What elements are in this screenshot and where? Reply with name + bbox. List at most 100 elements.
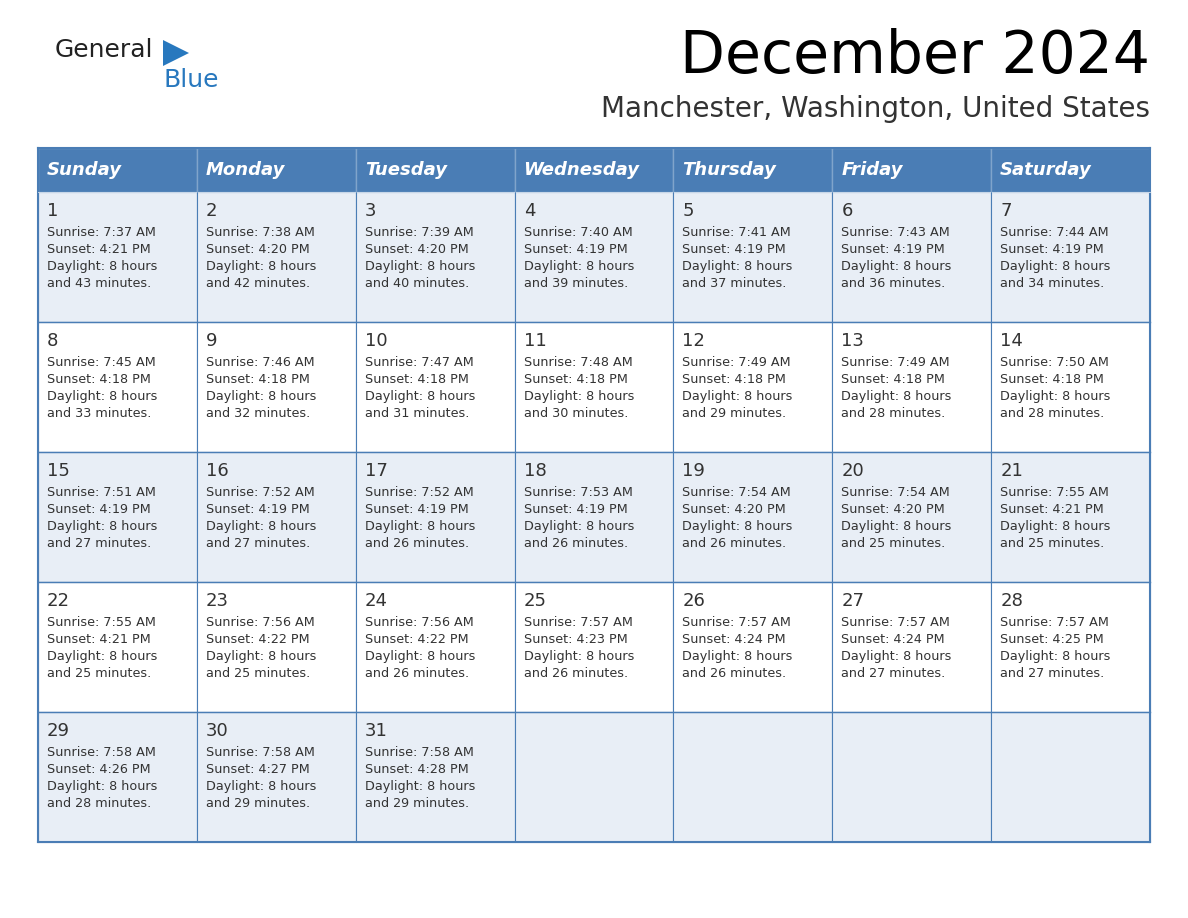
Text: Sunset: 4:18 PM: Sunset: 4:18 PM — [1000, 373, 1104, 386]
Text: Sunset: 4:22 PM: Sunset: 4:22 PM — [365, 633, 468, 646]
Bar — [355, 322, 514, 452]
Text: 26: 26 — [682, 592, 706, 610]
Bar — [991, 322, 1150, 452]
Bar — [355, 192, 514, 322]
Text: and 25 minutes.: and 25 minutes. — [1000, 537, 1105, 550]
Text: Daylight: 8 hours: Daylight: 8 hours — [682, 650, 792, 663]
Text: Sunset: 4:20 PM: Sunset: 4:20 PM — [841, 503, 944, 516]
Text: Sunrise: 7:55 AM: Sunrise: 7:55 AM — [1000, 486, 1110, 499]
Text: Sunset: 4:18 PM: Sunset: 4:18 PM — [524, 373, 627, 386]
Text: 17: 17 — [365, 462, 387, 480]
Polygon shape — [163, 40, 189, 66]
Bar — [38, 148, 197, 192]
Text: Friday: Friday — [841, 161, 903, 179]
Bar — [197, 322, 355, 452]
Text: Daylight: 8 hours: Daylight: 8 hours — [48, 650, 157, 663]
Text: and 26 minutes.: and 26 minutes. — [682, 537, 786, 550]
Text: 11: 11 — [524, 332, 546, 350]
Bar — [674, 148, 833, 192]
Bar — [991, 712, 1150, 842]
Text: 30: 30 — [206, 722, 228, 740]
Text: 5: 5 — [682, 202, 694, 220]
Bar — [514, 322, 674, 452]
Text: Daylight: 8 hours: Daylight: 8 hours — [206, 390, 316, 403]
Text: 21: 21 — [1000, 462, 1023, 480]
Bar — [833, 452, 991, 582]
Text: Sunrise: 7:37 AM: Sunrise: 7:37 AM — [48, 226, 156, 239]
Text: Sunrise: 7:54 AM: Sunrise: 7:54 AM — [841, 486, 950, 499]
Text: Sunrise: 7:39 AM: Sunrise: 7:39 AM — [365, 226, 474, 239]
Text: Saturday: Saturday — [1000, 161, 1092, 179]
Text: Sunrise: 7:47 AM: Sunrise: 7:47 AM — [365, 356, 474, 369]
Text: Sunrise: 7:57 AM: Sunrise: 7:57 AM — [682, 616, 791, 629]
Text: and 33 minutes.: and 33 minutes. — [48, 407, 151, 420]
Text: Sunset: 4:18 PM: Sunset: 4:18 PM — [841, 373, 946, 386]
Bar — [197, 582, 355, 712]
Text: Daylight: 8 hours: Daylight: 8 hours — [48, 390, 157, 403]
Text: Monday: Monday — [206, 161, 285, 179]
Text: Sunset: 4:20 PM: Sunset: 4:20 PM — [365, 243, 468, 256]
Text: Sunset: 4:18 PM: Sunset: 4:18 PM — [206, 373, 310, 386]
Text: and 36 minutes.: and 36 minutes. — [841, 277, 946, 290]
Text: Sunset: 4:19 PM: Sunset: 4:19 PM — [365, 503, 468, 516]
Text: Sunset: 4:18 PM: Sunset: 4:18 PM — [48, 373, 151, 386]
Text: Daylight: 8 hours: Daylight: 8 hours — [365, 780, 475, 793]
Text: Daylight: 8 hours: Daylight: 8 hours — [365, 390, 475, 403]
Text: and 27 minutes.: and 27 minutes. — [1000, 667, 1105, 680]
Bar — [197, 192, 355, 322]
Bar — [991, 192, 1150, 322]
Bar — [991, 582, 1150, 712]
Text: Sunset: 4:19 PM: Sunset: 4:19 PM — [841, 243, 944, 256]
Bar — [833, 192, 991, 322]
Bar — [197, 452, 355, 582]
Bar — [833, 582, 991, 712]
Text: Daylight: 8 hours: Daylight: 8 hours — [48, 780, 157, 793]
Text: 31: 31 — [365, 722, 387, 740]
Text: Daylight: 8 hours: Daylight: 8 hours — [48, 260, 157, 273]
Text: Sunset: 4:26 PM: Sunset: 4:26 PM — [48, 763, 151, 776]
Bar — [197, 148, 355, 192]
Text: Daylight: 8 hours: Daylight: 8 hours — [841, 650, 952, 663]
Text: Sunrise: 7:46 AM: Sunrise: 7:46 AM — [206, 356, 315, 369]
Text: 1: 1 — [48, 202, 58, 220]
Text: 10: 10 — [365, 332, 387, 350]
Text: Sunrise: 7:41 AM: Sunrise: 7:41 AM — [682, 226, 791, 239]
Text: Sunrise: 7:57 AM: Sunrise: 7:57 AM — [841, 616, 950, 629]
Text: Manchester, Washington, United States: Manchester, Washington, United States — [601, 95, 1150, 123]
Text: December 2024: December 2024 — [680, 28, 1150, 85]
Text: Sunrise: 7:38 AM: Sunrise: 7:38 AM — [206, 226, 315, 239]
Text: Sunrise: 7:49 AM: Sunrise: 7:49 AM — [682, 356, 791, 369]
Text: Sunset: 4:19 PM: Sunset: 4:19 PM — [48, 503, 151, 516]
Text: 28: 28 — [1000, 592, 1023, 610]
Text: and 26 minutes.: and 26 minutes. — [524, 667, 627, 680]
Text: General: General — [55, 38, 153, 62]
Text: and 29 minutes.: and 29 minutes. — [365, 797, 469, 810]
Bar — [514, 582, 674, 712]
Bar — [833, 322, 991, 452]
Text: Daylight: 8 hours: Daylight: 8 hours — [365, 520, 475, 533]
Bar — [38, 582, 197, 712]
Text: and 34 minutes.: and 34 minutes. — [1000, 277, 1105, 290]
Text: 15: 15 — [48, 462, 70, 480]
Text: Daylight: 8 hours: Daylight: 8 hours — [524, 650, 634, 663]
Text: and 26 minutes.: and 26 minutes. — [682, 667, 786, 680]
Text: Daylight: 8 hours: Daylight: 8 hours — [841, 520, 952, 533]
Bar — [514, 712, 674, 842]
Text: 4: 4 — [524, 202, 535, 220]
Text: Daylight: 8 hours: Daylight: 8 hours — [682, 260, 792, 273]
Bar — [674, 322, 833, 452]
Text: and 25 minutes.: and 25 minutes. — [841, 537, 946, 550]
Text: 14: 14 — [1000, 332, 1023, 350]
Text: Sunrise: 7:51 AM: Sunrise: 7:51 AM — [48, 486, 156, 499]
Text: Tuesday: Tuesday — [365, 161, 447, 179]
Text: 8: 8 — [48, 332, 58, 350]
Text: Daylight: 8 hours: Daylight: 8 hours — [48, 520, 157, 533]
Text: Sunset: 4:19 PM: Sunset: 4:19 PM — [524, 503, 627, 516]
Text: Sunset: 4:21 PM: Sunset: 4:21 PM — [48, 243, 151, 256]
Text: Sunrise: 7:48 AM: Sunrise: 7:48 AM — [524, 356, 632, 369]
Text: Daylight: 8 hours: Daylight: 8 hours — [524, 520, 634, 533]
Text: and 25 minutes.: and 25 minutes. — [48, 667, 151, 680]
Text: 2: 2 — [206, 202, 217, 220]
Bar — [355, 582, 514, 712]
Text: Sunset: 4:22 PM: Sunset: 4:22 PM — [206, 633, 310, 646]
